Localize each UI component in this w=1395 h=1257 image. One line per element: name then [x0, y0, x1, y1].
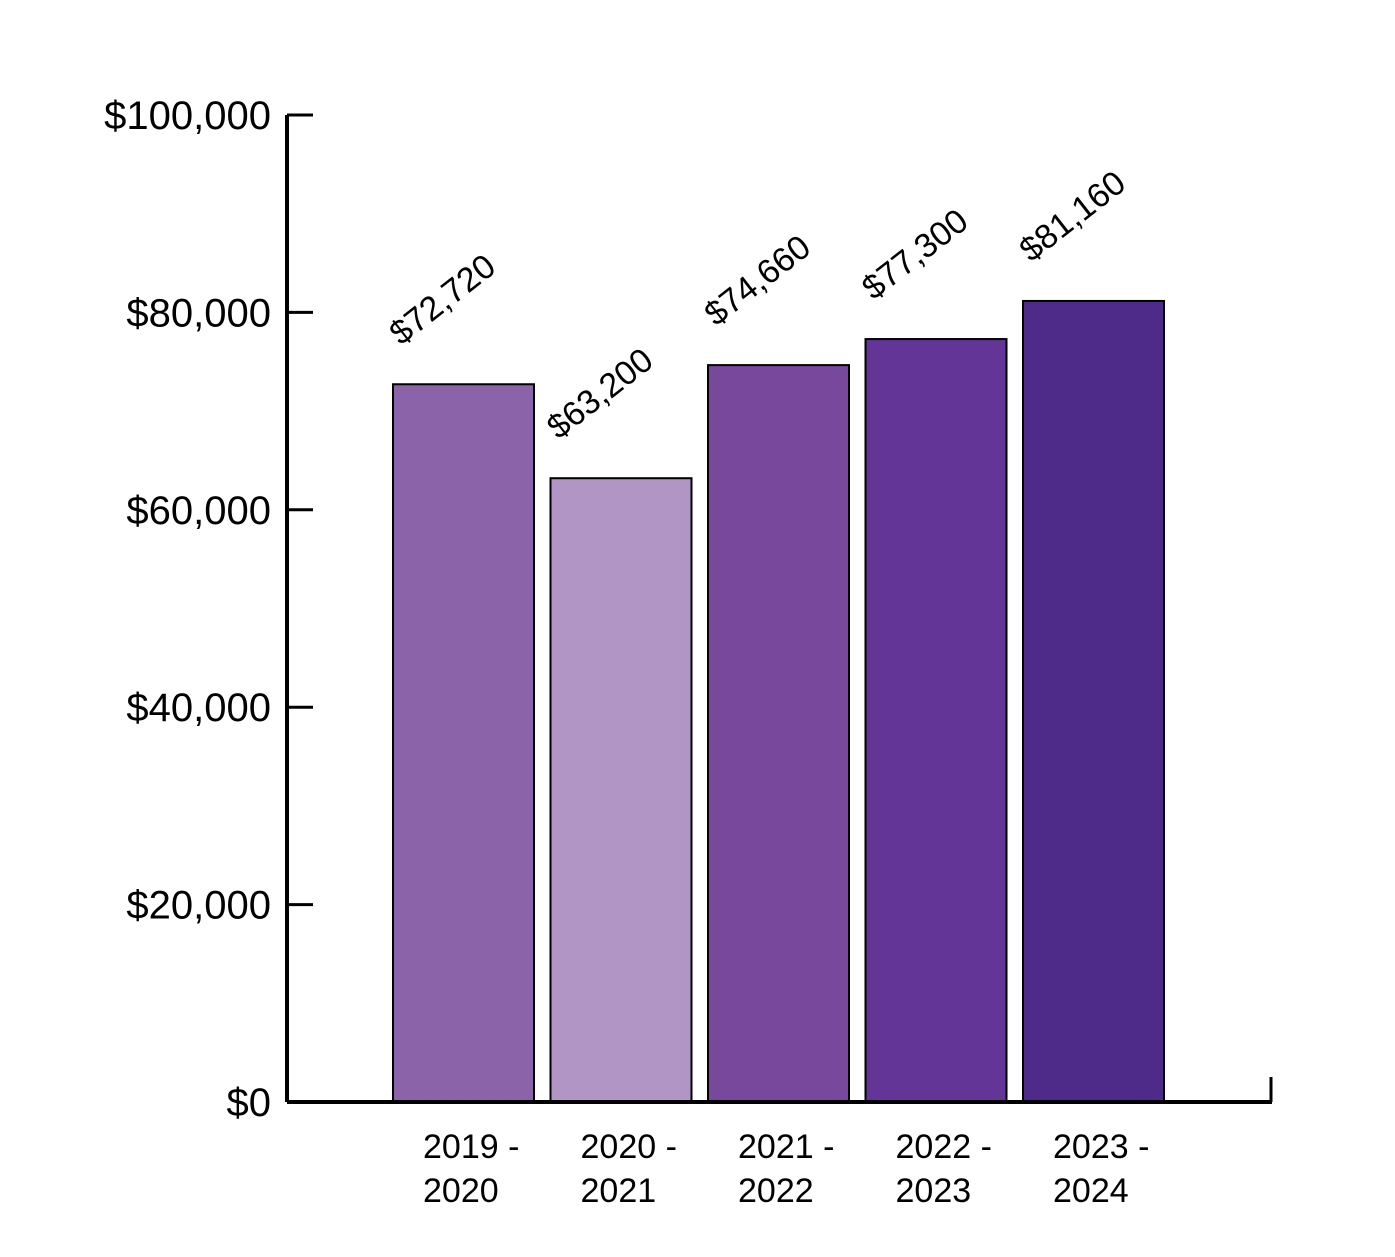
y-tick-label: $0	[227, 1081, 272, 1125]
x-axis-ticks: 2019 - 2020 2020 - 2021 2021 - 2022 2022 - 2023…	[423, 1128, 1149, 1210]
x-tick-label: 2020 - 2021	[581, 1128, 677, 1210]
y-tick-label: $20,000	[126, 884, 271, 928]
x-tick-label-line: 2020 -	[581, 1128, 677, 1166]
x-tick-label-line: 2020	[423, 1172, 499, 1210]
data-label: $74,660	[698, 228, 818, 334]
x-tick-label-line: 2024	[1053, 1172, 1129, 1210]
x-tick-label-line: 2022	[738, 1172, 814, 1210]
x-tick-label-line: 2023 -	[1053, 1128, 1149, 1166]
data-label: $72,720	[383, 247, 503, 353]
x-tick-label: 2022 - 2023	[896, 1128, 992, 1210]
y-tick-label: $80,000	[126, 291, 271, 335]
bars	[392, 299, 1165, 1104]
x-tick-label-line: 2021 -	[738, 1128, 834, 1166]
x-tick-label-line: 2023	[896, 1172, 972, 1210]
bar-1	[392, 383, 535, 1103]
x-tick-label: 2023 - 2024	[1053, 1128, 1149, 1210]
data-label: $81,160	[1013, 164, 1133, 270]
x-tick-label-line: 2019 -	[423, 1128, 519, 1166]
x-tick-label: 2019 - 2020	[423, 1128, 519, 1210]
bar-2	[549, 477, 693, 1103]
bar-4	[864, 338, 1008, 1103]
data-label: $63,200	[540, 341, 660, 447]
y-axis-ticks: $0 $20,000 $40,000 $60,000 $80,000 $100,000	[104, 94, 313, 1125]
data-label: $77,300	[855, 202, 975, 308]
bar-3	[707, 364, 850, 1104]
x-tick-label: 2021 - 2022	[738, 1128, 834, 1210]
y-tick-label: $60,000	[126, 489, 271, 533]
x-tick-label-line: 2022 -	[896, 1128, 992, 1166]
y-tick-label: $100,000	[104, 94, 271, 138]
axes	[285, 115, 1273, 1104]
x-tick-label-line: 2021	[581, 1172, 657, 1210]
bar-5	[1022, 299, 1165, 1103]
y-tick-label: $40,000	[126, 686, 271, 730]
